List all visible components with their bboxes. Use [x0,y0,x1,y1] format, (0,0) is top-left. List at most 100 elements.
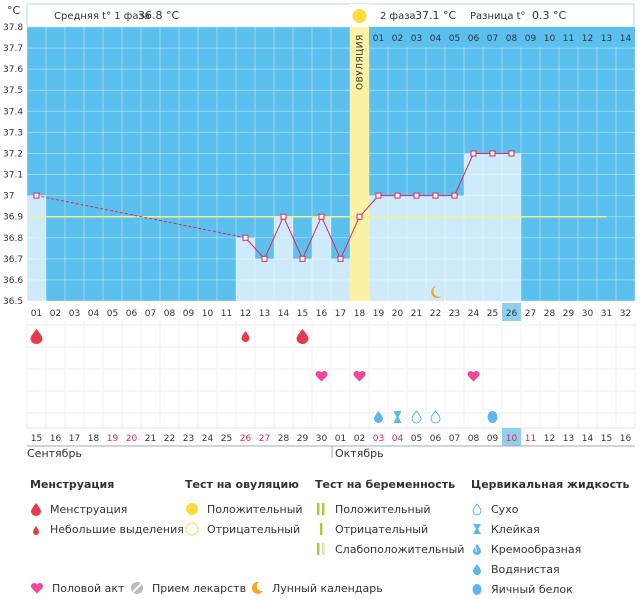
cycle-day-label: 25 [487,309,498,319]
y-tick-label: 37.5 [3,86,23,96]
cycle-day-label: 22 [430,309,441,319]
legend-cervical-fluid: Цервикальная жидкость Сухо Клейкая Кремо… [471,478,629,599]
heart-icon [315,370,328,382]
temp-segment [340,216,360,260]
cycle-day-label: 21 [411,309,422,319]
post-day-cell [521,27,540,47]
sun-outline-icon [185,522,199,536]
legend-title: Тест на овуляцию [185,478,299,491]
post-day-cell [369,27,388,47]
dry-drop-icon [411,410,422,424]
temp-bar [236,237,255,301]
temp-point [470,150,477,157]
calendar-date-label: 23 [183,434,194,444]
cycle-day-label: 29 [563,309,575,319]
cycle-day-label: 16 [316,309,328,319]
single-line-icon [320,523,323,535]
legend-menstruation: Менструация Менструация Небольшие выделе… [30,478,184,539]
temp-bar [388,195,407,301]
calendar-date-label: 20 [126,434,138,444]
temp-point [356,213,363,220]
temp-bar [331,258,350,301]
calendar-date-label: 16 [620,434,632,444]
legend-title: Цервикальная жидкость [471,478,630,491]
heart-icon [30,582,44,594]
cycle-day-label: 28 [544,309,556,319]
calendar-date-label: 24 [202,434,214,444]
month-label-sept: Сентябрь [27,447,82,460]
cycle-day-label: 06 [126,309,138,319]
cycle-day-label: 10 [202,309,214,319]
temp-bar [369,195,388,301]
y-tick-label: 36.8 [3,234,23,244]
temp-point [413,192,420,199]
cycle-day-label: 14 [278,309,290,319]
current-day-highlight [502,303,521,321]
legend-title: Менструация [30,478,115,491]
post-day-cell [426,27,445,47]
post-day-cell [483,27,502,47]
sticky-icon [393,411,402,423]
post-ovulation-day: 12 [582,34,593,44]
cycle-day-label: 12 [240,309,251,319]
temp-point [318,213,325,220]
cycle-day-label: 27 [525,309,536,319]
temp-point [375,192,382,199]
post-ovulation-day: 02 [392,34,403,44]
small-drop-icon [33,526,39,535]
post-day-cell [540,27,559,47]
calendar-date-label: 14 [582,434,594,444]
legend-item: Положительный [185,499,303,519]
post-ovulation-day: 13 [601,34,612,44]
temp-point [451,192,458,199]
cycle-day-label: 13 [259,309,270,319]
sticky-icon [473,524,481,534]
calendar-date-label: 22 [164,434,175,444]
legend-item: Прием лекарств [130,578,250,598]
post-ovulation-day: 08 [506,34,518,44]
cycle-day-label: 07 [145,309,156,319]
post-day-cell [578,27,597,47]
cycle-day-label: 09 [183,309,195,319]
y-tick-label: 37 [3,192,14,202]
y-tick-label: 36.7 [3,255,23,265]
menstruation-drop-icon [30,329,43,344]
cycle-day-label: 02 [50,309,61,319]
cycle-day-label: 04 [88,309,100,319]
post-ovulation-day: 14 [620,34,632,44]
post-day-cell [559,27,578,47]
sun-filled-icon [186,503,198,515]
temp-bar [27,195,46,301]
temp-bar [445,195,464,301]
post-day-cell [616,27,635,47]
calendar-date-label: 05 [411,434,422,444]
temp-point [432,192,439,199]
bbt-chart: °C Средняя t° 1 фаза 36.8 °C 2 фаза 37.1… [3,3,636,460]
y-tick-label: 37.6 [3,65,23,75]
calendar-date-label: 01 [335,434,346,444]
cycle-day-label: 26 [506,309,518,319]
egg-white-drop-icon [472,584,482,595]
cycle-day-label: 19 [373,309,385,319]
temp-point [280,213,287,220]
diff-label: Разница t° [470,11,526,22]
legend-bottom: Половой акт Прием лекарств Лунный календ… [30,578,383,598]
moon-icon [251,581,263,594]
calendar-date-label: 15 [601,434,612,444]
creamy-drop-icon [374,411,383,423]
y-tick-label: 37.7 [3,44,23,54]
calendar-date-label: 08 [468,434,480,444]
calendar-date-label: 03 [373,434,384,444]
dry-drop-icon [472,503,482,516]
temp-bar [483,153,502,301]
drop-icon [31,503,41,516]
temp-point [337,255,344,262]
legend-title: Тест на беременность [315,478,456,491]
creamy-drop-icon [473,544,481,555]
y-tick-label: 37.3 [3,128,23,138]
post-ovulation-day: 05 [449,34,460,44]
cycle-day-label: 11 [221,309,232,319]
calendar-date-label: 16 [50,434,62,444]
cycle-day-label: 23 [449,309,460,319]
calendar-date-label: 30 [316,434,328,444]
